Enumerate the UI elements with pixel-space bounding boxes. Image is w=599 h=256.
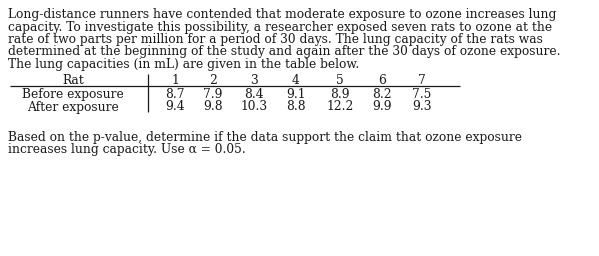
Text: 6: 6 (378, 74, 386, 88)
Text: 7: 7 (418, 74, 426, 88)
Text: 8.8: 8.8 (286, 101, 306, 113)
Text: Based on the p-value, determine if the data support the claim that ozone exposur: Based on the p-value, determine if the d… (8, 131, 522, 144)
Text: The lung capacities (in mL) are given in the table below.: The lung capacities (in mL) are given in… (8, 58, 359, 71)
Text: 8.7: 8.7 (165, 88, 184, 101)
Text: After exposure: After exposure (27, 101, 119, 113)
Text: Long-distance runners have contended that moderate exposure to ozone increases l: Long-distance runners have contended tha… (8, 8, 556, 21)
Text: 7.9: 7.9 (203, 88, 223, 101)
Text: 2: 2 (209, 74, 217, 88)
Text: 5: 5 (336, 74, 344, 88)
Text: 9.4: 9.4 (165, 101, 185, 113)
Text: Rat: Rat (62, 74, 84, 88)
Text: 4: 4 (292, 74, 300, 88)
Text: 8.2: 8.2 (372, 88, 392, 101)
Text: 9.1: 9.1 (286, 88, 305, 101)
Text: 1: 1 (171, 74, 179, 88)
Text: 3: 3 (250, 74, 258, 88)
Text: determined at the beginning of the study and again after the 30 days of ozone ex: determined at the beginning of the study… (8, 46, 561, 59)
Text: rate of two parts per million for a period of 30 days. The lung capacity of the : rate of two parts per million for a peri… (8, 33, 543, 46)
Text: Before exposure: Before exposure (22, 88, 124, 101)
Text: 8.4: 8.4 (244, 88, 264, 101)
Text: 7.5: 7.5 (412, 88, 432, 101)
Text: capacity. To investigate this possibility, a researcher exposed seven rats to oz: capacity. To investigate this possibilit… (8, 20, 552, 34)
Text: increases lung capacity. Use α = 0.05.: increases lung capacity. Use α = 0.05. (8, 143, 246, 156)
Text: 12.2: 12.2 (326, 101, 353, 113)
Text: 9.3: 9.3 (412, 101, 432, 113)
Text: 8.9: 8.9 (330, 88, 350, 101)
Text: 9.8: 9.8 (203, 101, 223, 113)
Text: 10.3: 10.3 (240, 101, 268, 113)
Text: 9.9: 9.9 (372, 101, 392, 113)
